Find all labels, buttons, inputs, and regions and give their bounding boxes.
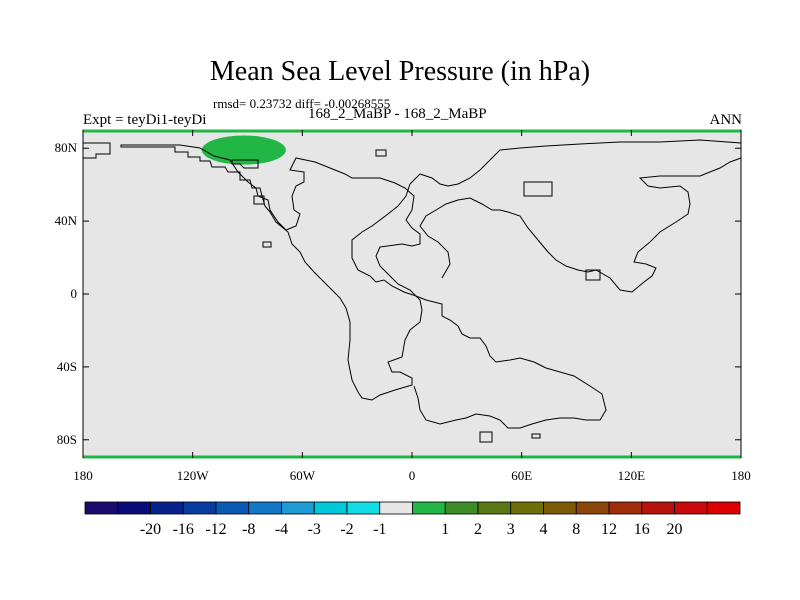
colorbar-swatch (379, 501, 413, 515)
colorbar-swatch (281, 501, 315, 515)
colorbar-label: 3 (507, 521, 515, 538)
page-title: Mean Sea Level Pressure (in hPa) (209, 56, 591, 87)
season-label: ANN (709, 112, 743, 128)
coastline-island-7 (253, 195, 265, 205)
colorbar-swatch (313, 501, 348, 515)
colorbar-swatch (150, 501, 184, 515)
colorbar-swatch (444, 501, 479, 515)
coastline-island-3 (262, 241, 272, 248)
x-tick-label: 120E (618, 468, 646, 483)
colorbar-label: -2 (340, 521, 353, 538)
colorbar-label: 1 (441, 521, 449, 538)
colorbar-swatch (641, 501, 675, 515)
coastline-island-2 (375, 149, 387, 157)
colorbar-swatch (182, 501, 217, 515)
map-background (83, 130, 741, 458)
colorbar-swatch (706, 501, 741, 515)
colorbar-label: -12 (205, 521, 226, 538)
y-tick-label: 40N (55, 213, 78, 228)
colorbar-swatch (608, 501, 643, 515)
x-tick-label: 120W (177, 468, 210, 483)
experiment-period-label: 168_2_MaBP - 168_2_MaBP (308, 106, 487, 122)
colorbar-swatch (215, 501, 250, 515)
colorbar-label: -3 (308, 521, 321, 538)
y-tick-label: 80S (57, 432, 77, 447)
colorbar-swatch (543, 501, 577, 515)
colorbar-label: 20 (667, 521, 683, 538)
coastline-americas (83, 142, 423, 401)
colorbar-label: -1 (373, 521, 386, 538)
coastline-island-6 (531, 433, 541, 439)
colorbar-swatch (117, 501, 151, 515)
colorbar-swatch (248, 501, 282, 515)
colorbar-swatch (674, 501, 708, 515)
y-tick-label: 80N (55, 140, 78, 155)
colorbar-label: -20 (140, 521, 161, 538)
colorbar-label: -16 (173, 521, 194, 538)
colorbar-swatch (510, 501, 544, 515)
coastlines (83, 139, 742, 443)
x-tick-label: 0 (409, 468, 416, 483)
colorbar-label: 4 (540, 521, 548, 538)
anomaly-region-0 (201, 135, 286, 165)
coastline-island-4 (585, 269, 601, 281)
colorbar-label: 8 (572, 521, 580, 538)
colorbar-label: -8 (242, 521, 255, 538)
coastline-island-5 (479, 431, 493, 443)
colorbar-label: 16 (634, 521, 650, 538)
colorbar-swatch (346, 501, 381, 515)
colorbar-swatch (412, 501, 446, 515)
colorbar-swatch (575, 501, 610, 515)
colorbar-label: 2 (474, 521, 482, 538)
colorbar-label: -4 (275, 521, 288, 538)
coastline-island-1 (523, 181, 553, 197)
colorbar: -20 -16 -12 -8 -4 -3 -2 -1 1 2 3 4 8 12 16 20 (84, 501, 741, 538)
experiment-id-label: Expt = teyDi1-teyDi (83, 112, 207, 128)
x-tick-label: 180 (73, 468, 93, 483)
anomaly-layer (201, 135, 286, 165)
y-tick-label: 0 (71, 286, 78, 301)
colorbar-swatch (84, 501, 119, 515)
x-tick-label: 180 (731, 468, 751, 483)
x-tick-label: 60E (511, 468, 532, 483)
colorbar-label: 12 (601, 521, 617, 538)
x-tick-label: 60W (290, 468, 316, 483)
axis-ticks: 180 120W 60W 0 60E 120E 180 80N 40N 0 40S 80S (55, 130, 751, 483)
y-tick-label: 40S (57, 359, 77, 374)
rmsd-diff-stats: rmsd= 0.23732 diff= -0.00268555 (213, 96, 391, 111)
colorbar-swatch (477, 501, 512, 515)
coastline-eurasia-africa (351, 139, 742, 429)
coastline-greenland (231, 159, 259, 169)
